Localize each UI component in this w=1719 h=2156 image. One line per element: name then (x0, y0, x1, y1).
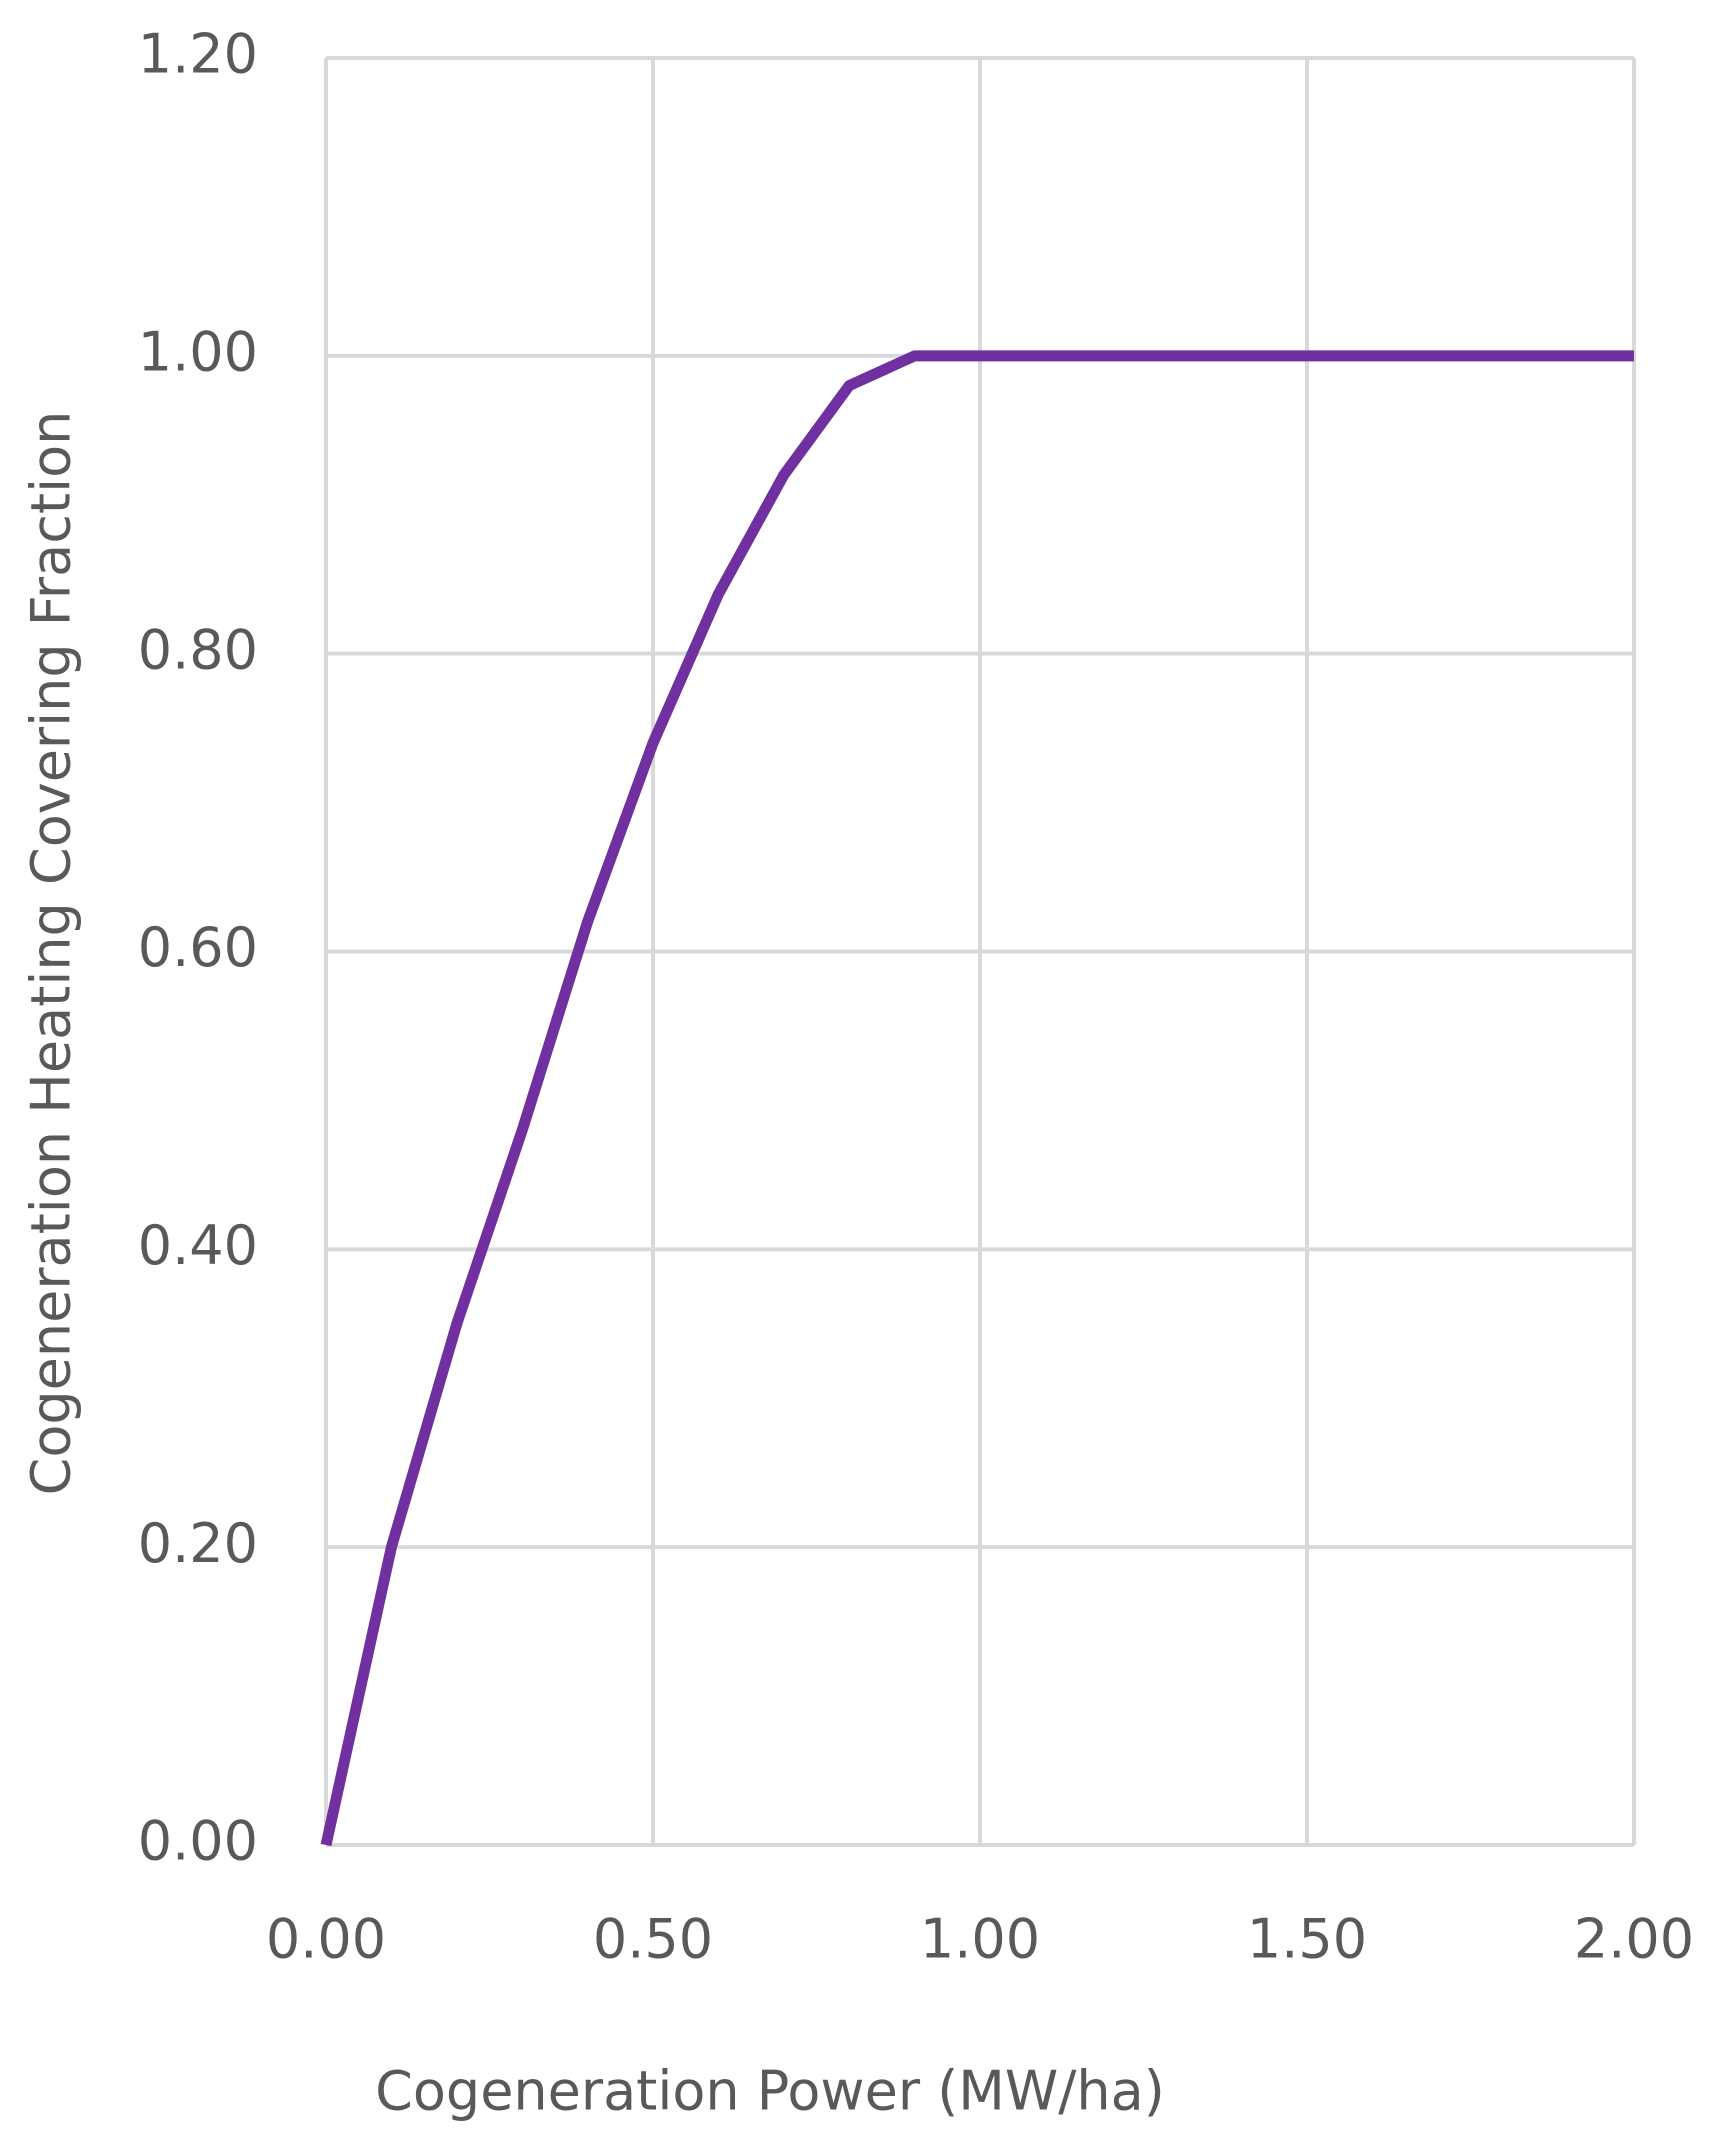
y-tick-label: 1.00 (138, 320, 258, 383)
y-tick-label: 0.60 (138, 916, 258, 979)
x-tick-label: 2.00 (1574, 1908, 1694, 1971)
x-tick-label: 0.50 (593, 1908, 713, 1971)
x-tick-label: 1.50 (1247, 1908, 1367, 1971)
y-axis-title: Cogeneration Heating Covering Fraction (20, 411, 83, 1496)
y-tick-label: 0.40 (138, 1214, 258, 1277)
y-tick-label: 1.20 (138, 23, 258, 86)
data-line (320, 350, 1634, 1847)
y-tick-label: 0.00 (138, 1810, 258, 1873)
x-tick-label: 0.00 (266, 1908, 386, 1971)
x-tick-label: 1.00 (920, 1908, 1040, 1971)
x-axis-title: Cogeneration Power (MW/ha) (375, 2060, 1165, 2123)
y-tick-label: 0.20 (138, 1512, 258, 1575)
y-tick-label: 0.80 (138, 618, 258, 681)
